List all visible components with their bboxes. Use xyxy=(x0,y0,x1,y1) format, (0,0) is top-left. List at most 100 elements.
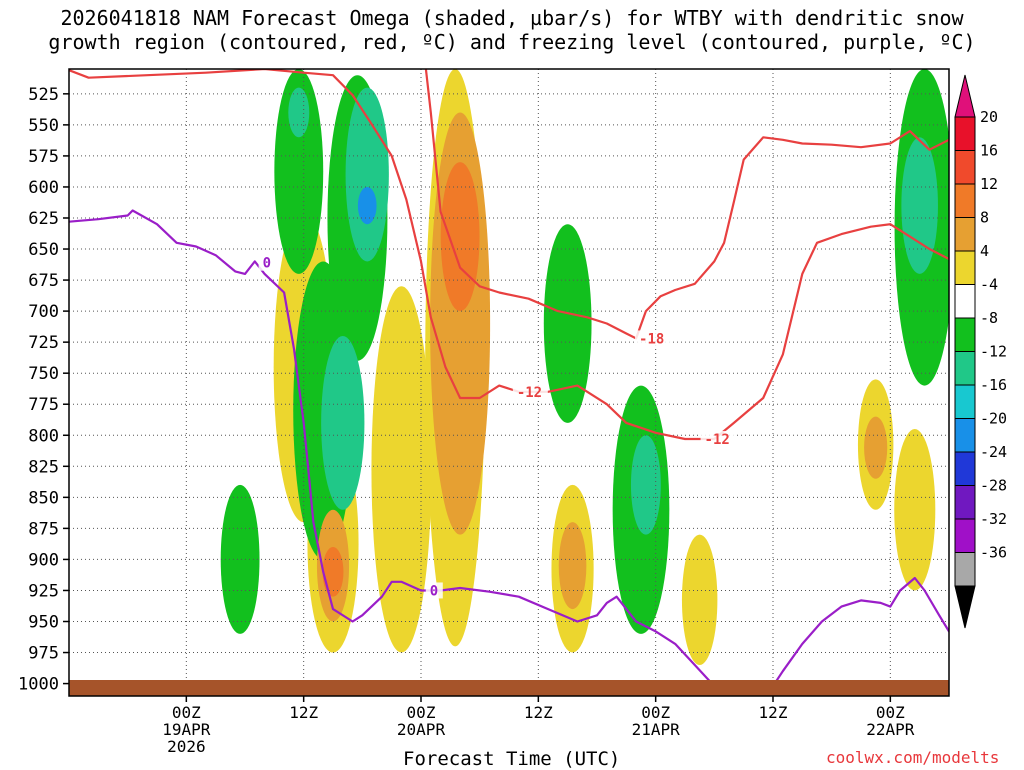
colorbar-swatch xyxy=(954,250,976,285)
colorbar-label: -28 xyxy=(980,477,1007,495)
y-tick-label: 825 xyxy=(28,457,59,477)
colorbar-label: -36 xyxy=(980,544,1007,562)
contour-label-bg xyxy=(425,582,443,599)
y-tick-label: 575 xyxy=(28,147,59,167)
colorbar-swatch xyxy=(954,485,976,520)
colorbar-swatch xyxy=(954,418,976,453)
y-tick-label: 925 xyxy=(28,581,59,601)
colorbar: 20 16 12 8 4 -4 -8 -12 -16 -20 -24 -28 -32 -36 xyxy=(954,74,1007,629)
contour-label: 0 xyxy=(430,583,438,599)
x-tick-label: 00Z xyxy=(407,703,436,722)
colorbar-swatch xyxy=(954,317,976,352)
colorbar-label: 4 xyxy=(980,242,989,260)
omega-region xyxy=(220,484,260,634)
contour-label: -12 xyxy=(705,432,730,448)
y-axis: 525 550 575 600 625 650 675 700 725 750 775 800 825 8… xyxy=(18,85,69,695)
omega-region xyxy=(681,534,718,665)
colorbar-swatch xyxy=(954,552,976,587)
contour-line xyxy=(767,576,949,695)
y-tick-label: 550 xyxy=(28,116,59,136)
chart-title-line-2: growth region (contoured, red, ºC) and f… xyxy=(48,30,976,54)
x-tick-label: 20APR xyxy=(397,720,446,739)
colorbar-label: -4 xyxy=(980,276,998,294)
y-tick-label: 900 xyxy=(28,550,59,570)
y-tick-label: 750 xyxy=(28,364,59,384)
omega-region xyxy=(345,87,389,262)
x-tick-label: 00Z xyxy=(641,703,670,722)
colorbar-swatch xyxy=(954,284,976,319)
colorbar-swatch xyxy=(954,451,976,486)
colorbar-label: -20 xyxy=(980,410,1007,428)
y-tick-label: 975 xyxy=(28,644,59,664)
chart-title-line-1: 2026041818 NAM Forecast Omega (shaded, µ… xyxy=(60,6,964,30)
colorbar-bottom-arrow xyxy=(954,585,976,629)
y-tick-label: 600 xyxy=(28,178,59,198)
omega-region xyxy=(864,416,888,479)
contour-line xyxy=(69,209,735,696)
contour-label: -12 xyxy=(517,385,542,401)
x-axis-title: Forecast Time (UTC) xyxy=(403,748,621,770)
omega-region xyxy=(558,522,587,610)
colorbar-label: 8 xyxy=(980,209,989,227)
omega-region xyxy=(543,224,592,423)
colorbar-label: -8 xyxy=(980,309,998,327)
omega-region xyxy=(630,435,661,535)
x-tick-label: 12Z xyxy=(759,703,788,722)
y-tick-label: 700 xyxy=(28,302,59,322)
ground xyxy=(69,680,949,696)
y-tick-label: 1000 xyxy=(18,675,59,695)
chart-title: 2026041818 NAM Forecast Omega (shaded, µ… xyxy=(0,6,1024,54)
colorbar-label: 16 xyxy=(980,142,998,160)
x-tick-label: 22APR xyxy=(866,720,915,739)
y-tick-label: 675 xyxy=(28,271,59,291)
x-tick-label: 12Z xyxy=(524,703,553,722)
omega-region xyxy=(894,429,936,591)
contour-label-bg xyxy=(700,430,736,447)
colorbar-swatch xyxy=(954,351,976,386)
x-tick-label: 21APR xyxy=(632,720,681,739)
y-tick-label: 650 xyxy=(28,240,59,260)
contour-label-bg xyxy=(258,254,276,271)
colorbar-label: -24 xyxy=(980,443,1007,461)
colorbar-swatch xyxy=(954,116,976,151)
contour-layer: -12 -12 -18 0 0 xyxy=(69,69,949,696)
omega-region xyxy=(357,186,377,225)
x-tick-label: 00Z xyxy=(172,703,201,722)
x-tick-label: 19APR xyxy=(162,720,211,739)
omega-shading-layer xyxy=(220,69,949,665)
contour-label: 0 xyxy=(263,256,271,272)
colorbar-swatch xyxy=(954,518,976,553)
omega-region xyxy=(440,162,480,312)
omega-region xyxy=(901,137,938,274)
plot-area xyxy=(69,69,949,696)
x-tick-label: 00Z xyxy=(876,703,905,722)
colorbar-top-arrow xyxy=(954,74,976,118)
colorbar-swatch xyxy=(954,217,976,252)
y-tick-label: 800 xyxy=(28,426,59,446)
y-tick-label: 725 xyxy=(28,333,59,353)
omega-region xyxy=(371,286,432,653)
colorbar-swatch xyxy=(954,150,976,185)
omega-region xyxy=(321,335,365,510)
colorbar-label: 12 xyxy=(980,175,998,193)
colorbar-label: -32 xyxy=(980,510,1007,528)
y-tick-label: 950 xyxy=(28,613,59,633)
omega-region xyxy=(288,87,310,138)
omega-region xyxy=(322,547,344,597)
x-tick-label: 12Z xyxy=(289,703,318,722)
colorbar-label: -12 xyxy=(980,343,1007,361)
y-tick-label: 775 xyxy=(28,395,59,415)
plot-frame xyxy=(68,68,950,697)
contour-label: -18 xyxy=(639,331,664,347)
colorbar-swatch xyxy=(954,183,976,218)
contour-line xyxy=(424,69,949,340)
contour-label-bg xyxy=(512,383,548,400)
y-tick-label: 850 xyxy=(28,488,59,508)
x-tick-label: 2026 xyxy=(167,737,206,756)
y-tick-label: 625 xyxy=(28,209,59,229)
y-tick-label: 525 xyxy=(28,85,59,105)
colorbar-label: -16 xyxy=(980,376,1007,394)
y-tick-label: 875 xyxy=(28,519,59,539)
